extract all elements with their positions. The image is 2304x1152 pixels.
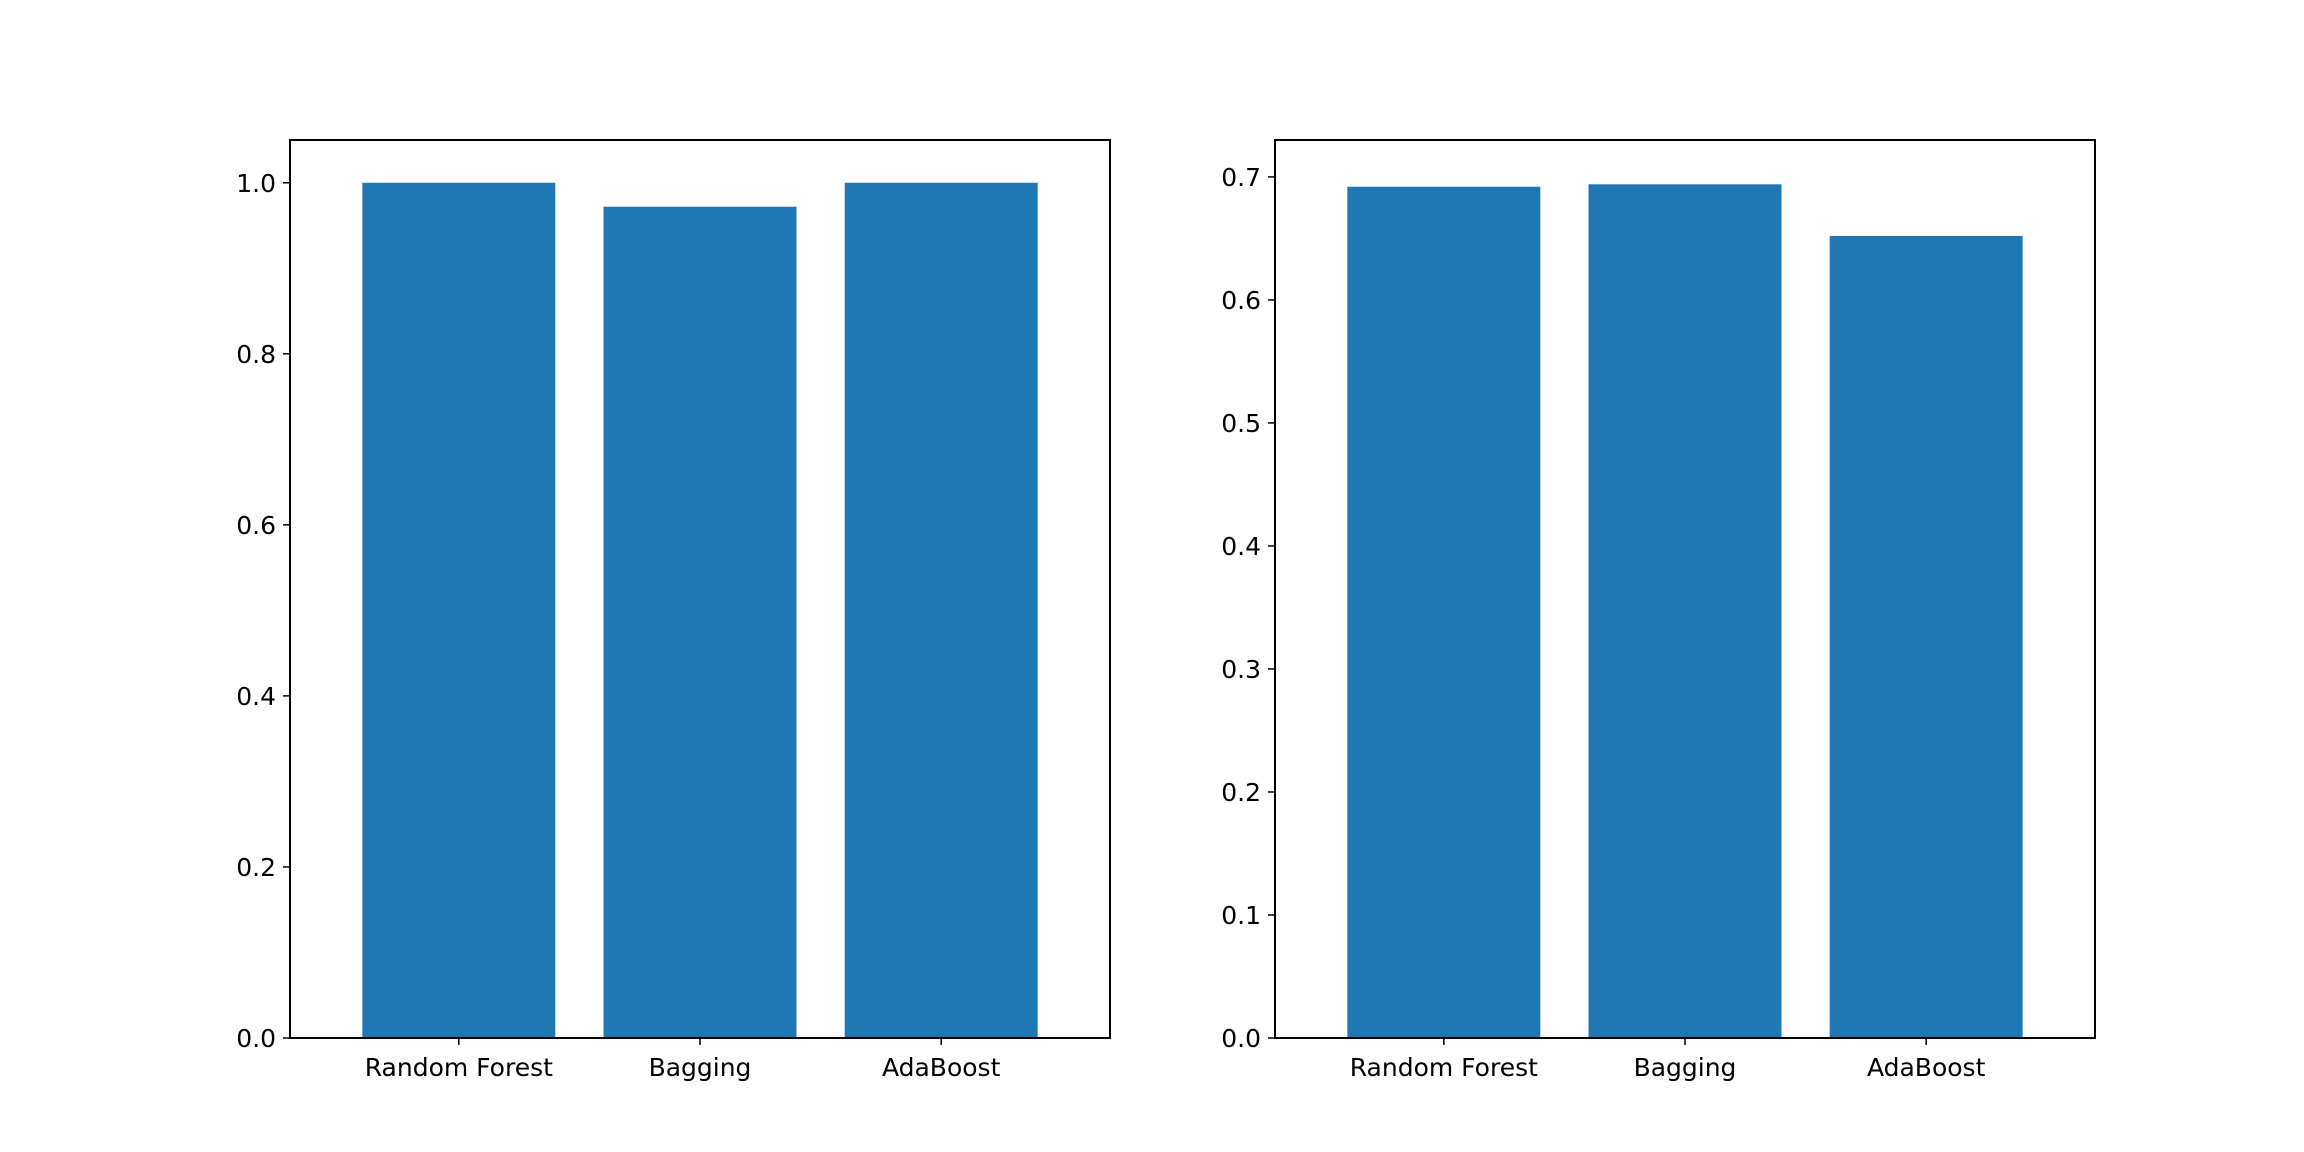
y-tick-label: 0.4 xyxy=(1221,532,1261,561)
left-bar-chart: 0.0 0.2 0.4 0.6 0.8 1.0 Random Forest Bagging Ad… xyxy=(236,139,1111,1082)
y-tick-label: 0.0 xyxy=(1221,1024,1261,1053)
x-tick-label: Bagging xyxy=(649,1053,752,1082)
y-tick-label: 0.7 xyxy=(1221,163,1261,192)
right-bar-chart: 0.0 0.1 0.2 0.3 0.4 0.5 0.6 0.7 Random Forest Bag… xyxy=(1221,139,2096,1082)
y-tick-label: 1.0 xyxy=(236,169,276,198)
x-tick-label: Random Forest xyxy=(365,1053,553,1082)
bar-bagging xyxy=(1588,184,1782,1039)
bar-random-forest xyxy=(1347,186,1541,1038)
bar-adaboost xyxy=(844,182,1038,1038)
y-tick-label: 0.6 xyxy=(236,511,276,540)
x-tick-label: Bagging xyxy=(1634,1053,1737,1082)
y-tick-label: 0.6 xyxy=(1221,286,1261,315)
bar-random-forest xyxy=(362,182,556,1038)
y-tick-label: 0.8 xyxy=(236,340,276,369)
y-tick-label: 0.2 xyxy=(1221,778,1261,807)
x-tick-label: AdaBoost xyxy=(1867,1053,1986,1082)
y-tick-label: 0.0 xyxy=(236,1024,276,1053)
y-tick-label: 0.2 xyxy=(236,853,276,882)
bar-adaboost xyxy=(1829,235,2023,1038)
y-tick-label: 0.4 xyxy=(236,682,276,711)
y-tick-label: 0.5 xyxy=(1221,409,1261,438)
x-tick-label: AdaBoost xyxy=(882,1053,1001,1082)
bar-bagging xyxy=(603,206,797,1039)
y-tick-label: 0.1 xyxy=(1221,901,1261,930)
y-tick-label: 0.3 xyxy=(1221,655,1261,684)
x-tick-label: Random Forest xyxy=(1350,1053,1538,1082)
